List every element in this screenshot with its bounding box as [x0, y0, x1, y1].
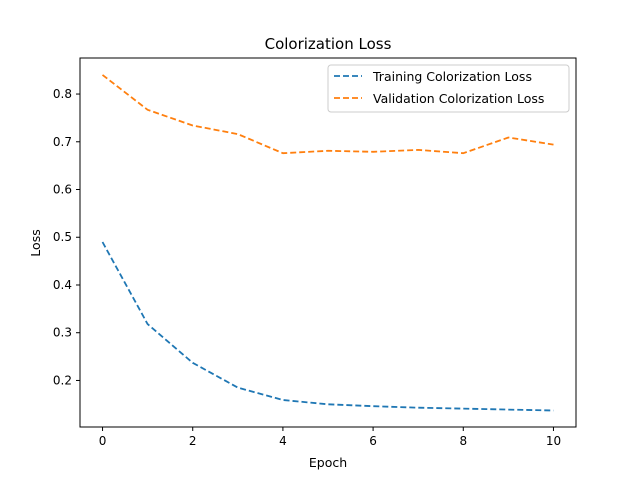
- legend-label-validation: Validation Colorization Loss: [373, 91, 544, 106]
- series-layer: [101, 74, 554, 412]
- series-line-validation: [101, 74, 554, 155]
- legend-label-training: Training Colorization Loss: [372, 69, 532, 84]
- axes-background: [80, 58, 576, 427]
- axes-frame: [79, 57, 577, 428]
- y-tick-label: 0.5: [53, 230, 72, 244]
- x-tick-label: 8: [459, 434, 467, 448]
- chart-title: Colorization Loss: [265, 35, 392, 53]
- x-tick-label: 10: [546, 434, 561, 448]
- x-tick-label: 4: [279, 434, 287, 448]
- x-tick-label: 6: [369, 434, 377, 448]
- x-tick-label: 0: [99, 434, 107, 448]
- y-tick-label: 0.6: [53, 183, 72, 197]
- x-tick-label: 2: [189, 434, 197, 448]
- x-axis-label: Epoch: [309, 455, 347, 470]
- y-tick-label: 0.3: [53, 326, 72, 340]
- y-tick-label: 0.7: [53, 135, 72, 149]
- legend-frame: [327, 64, 570, 113]
- y-axis-label: Loss: [28, 229, 43, 256]
- legend: Training Colorization Loss Validation Co…: [327, 64, 570, 113]
- y-axis-ticks: 0.2 0.3 0.4 0.5 0.6 0.7 0.8: [53, 87, 80, 387]
- y-tick-label: 0.4: [53, 278, 72, 292]
- y-tick-label: 0.8: [53, 87, 72, 101]
- x-axis-ticks: 0 2 4 6 8 10: [99, 427, 561, 448]
- plot-area: [80, 58, 576, 427]
- y-tick-label: 0.2: [53, 373, 72, 387]
